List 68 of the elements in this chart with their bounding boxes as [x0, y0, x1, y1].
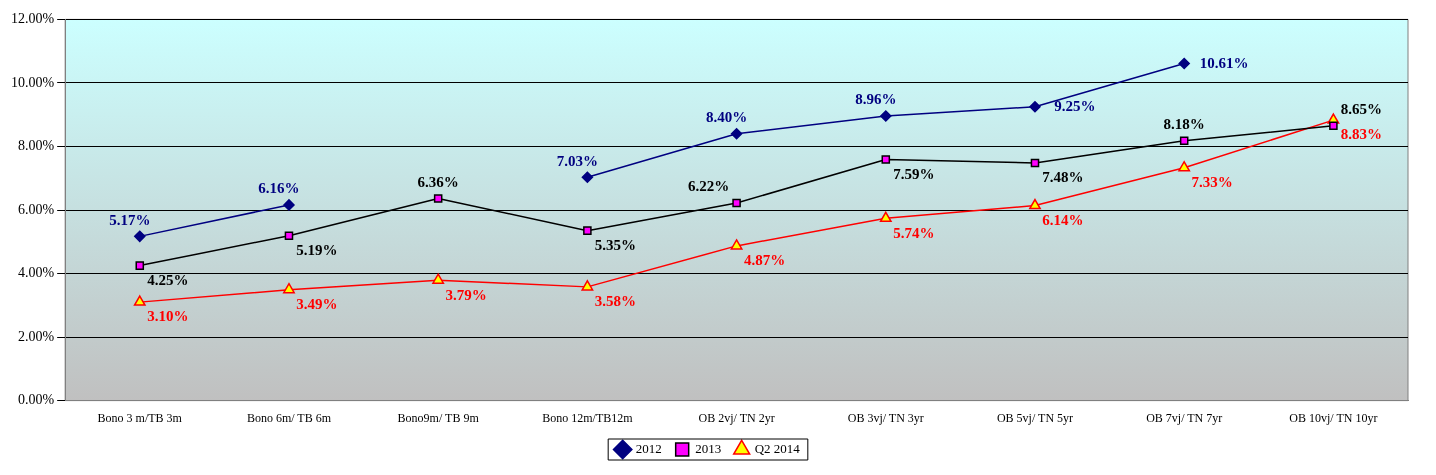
y-tick-label: 12.00% — [10, 11, 55, 27]
data-label: 7.48% — [1042, 169, 1084, 186]
data-label: 7.59% — [893, 165, 935, 182]
point — [1178, 57, 1190, 70]
data-label: 3.49% — [296, 296, 338, 313]
point — [1029, 198, 1041, 210]
point — [1029, 101, 1041, 113]
data-label: 10.61% — [1199, 54, 1249, 71]
point — [581, 171, 594, 184]
point — [583, 226, 592, 235]
data-label: 8.65% — [1340, 101, 1383, 118]
data-label: 4.87% — [743, 252, 786, 269]
data-label: 5.35% — [594, 237, 636, 254]
data-label: 7.33% — [1191, 174, 1233, 191]
data-label: 3.10% — [147, 308, 189, 325]
point — [133, 295, 146, 306]
data-label: 9.25% — [1054, 98, 1096, 115]
data-label: 5.19% — [296, 242, 338, 259]
data-label: 8.96% — [855, 91, 897, 108]
data-label: 6.16% — [258, 180, 300, 197]
x-tick-label: OB 10vj/ TN 10yr — [1289, 410, 1378, 425]
point — [730, 239, 743, 250]
x-tick-label: OB 2vj/ TN 2yr — [698, 410, 775, 425]
data-label: 4.25% — [147, 271, 189, 288]
data-label: 6.36% — [417, 173, 459, 190]
data-label: 3.58% — [594, 293, 636, 310]
point — [880, 110, 892, 122]
x-tick-label: OB 3vj/ TN 3yr — [847, 410, 924, 425]
point — [879, 211, 892, 223]
point — [1030, 158, 1040, 168]
data-label: 6.22% — [687, 178, 730, 195]
legend-label: 2012 — [635, 440, 662, 456]
legend-label: Q2 2014 — [754, 440, 801, 456]
point — [433, 194, 443, 203]
x-tick-label: Bono 12m/TB12m — [542, 410, 634, 425]
data-label: 5.74% — [893, 224, 935, 241]
x-tick-label: OB 5vj/ TN 5yr — [996, 410, 1074, 425]
point — [135, 261, 145, 270]
point — [732, 198, 741, 208]
y-tick-label: 2.00% — [17, 328, 55, 344]
y-tick-label: 0.00% — [17, 392, 55, 408]
legend-label: 2013 — [695, 440, 722, 456]
point — [1179, 136, 1189, 146]
point — [432, 273, 445, 284]
data-label: 8.18% — [1163, 116, 1205, 133]
point — [284, 231, 294, 241]
y-tick-label: 8.00% — [17, 138, 55, 154]
y-tick-label: 4.00% — [17, 265, 55, 281]
data-label: 7.03% — [556, 152, 598, 169]
y-tick-label: 6.00% — [17, 201, 55, 217]
point — [283, 282, 295, 294]
point — [730, 128, 743, 140]
x-tick-label: Bono 6m/ TB 6m — [246, 410, 332, 425]
y-tick-label: 10.00% — [10, 74, 55, 90]
point — [581, 280, 594, 291]
data-label: 5.17% — [109, 211, 151, 228]
point — [1178, 161, 1191, 172]
point — [881, 155, 891, 164]
data-label: 8.83% — [1340, 126, 1383, 143]
x-tick-label: OB 7vj/ TN 7yr — [1146, 410, 1223, 425]
data-label: 8.40% — [705, 109, 748, 126]
x-tick-label: Bono 3 m/TB 3m — [97, 410, 183, 425]
data-label: 3.79% — [445, 286, 487, 303]
data-label: 6.14% — [1042, 211, 1084, 228]
point — [1329, 121, 1338, 131]
point — [134, 230, 146, 243]
x-tick-label: Bono9m/ TB 9m — [397, 410, 480, 425]
point — [283, 199, 295, 211]
